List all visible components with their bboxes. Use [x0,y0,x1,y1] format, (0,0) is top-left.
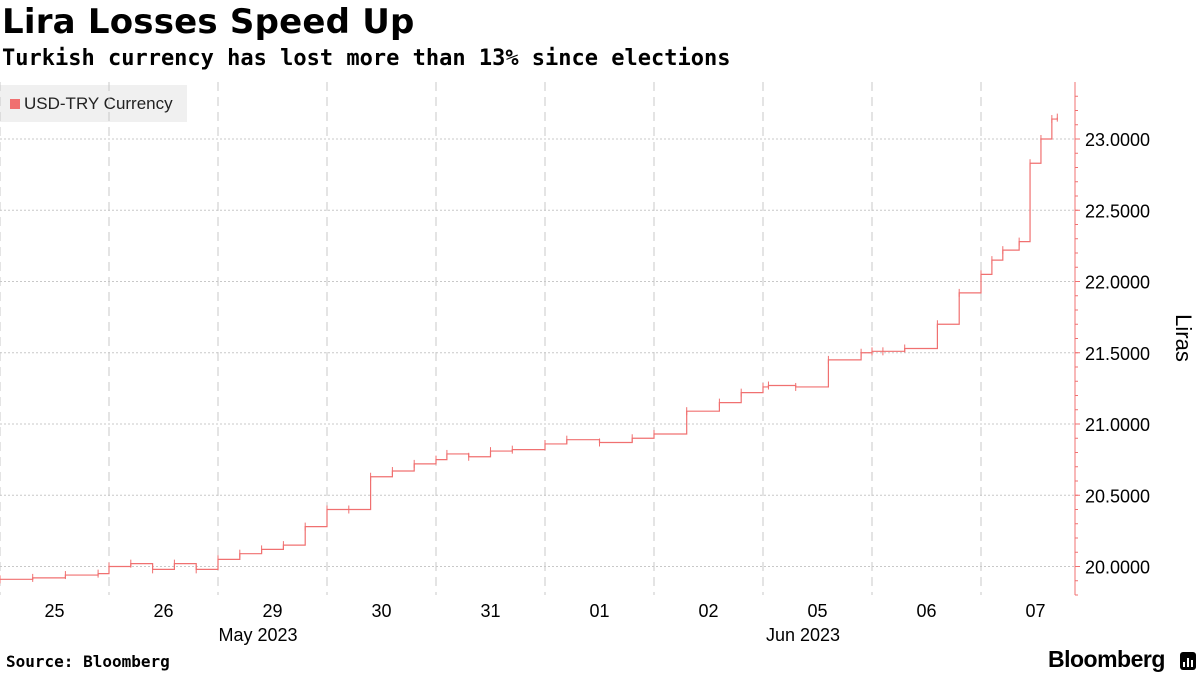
y-tick-label: 21.0000 [1085,415,1150,435]
x-tick-label: 26 [153,601,173,621]
y-axis-label: Liras [1171,314,1196,362]
x-tick-label: 05 [807,601,827,621]
x-tick-label: 30 [371,601,391,621]
y-tick-label: 22.5000 [1085,201,1150,221]
x-tick-label: 31 [480,601,500,621]
bloomberg-terminal-icon [1180,652,1196,670]
chart-subtitle: Turkish currency has lost more than 13% … [2,46,731,71]
y-tick-label: 21.5000 [1085,344,1150,364]
x-tick-label: 25 [44,601,64,621]
x-month-label: May 2023 [218,625,297,645]
y-tick-label: 20.5000 [1085,486,1150,506]
x-tick-label: 01 [589,601,609,621]
series-line [0,117,1058,580]
legend-label: USD-TRY Currency [24,93,173,113]
y-tick-label: 20.0000 [1085,558,1150,578]
y-tick-label: 23.0000 [1085,130,1150,150]
legend-swatch [10,98,20,109]
x-month-label: Jun 2023 [766,625,840,645]
y-tick-label: 22.0000 [1085,273,1150,293]
x-tick-label: 07 [1025,601,1045,621]
legend: USD-TRY Currency [0,85,187,122]
x-tick-label: 02 [698,601,718,621]
bloomberg-logo: Bloomberg [1048,646,1165,672]
x-tick-label: 06 [916,601,936,621]
chart-title: Lira Losses Speed Up [2,2,415,42]
x-tick-label: 29 [262,601,282,621]
source-note: Source: Bloomberg [6,652,170,671]
